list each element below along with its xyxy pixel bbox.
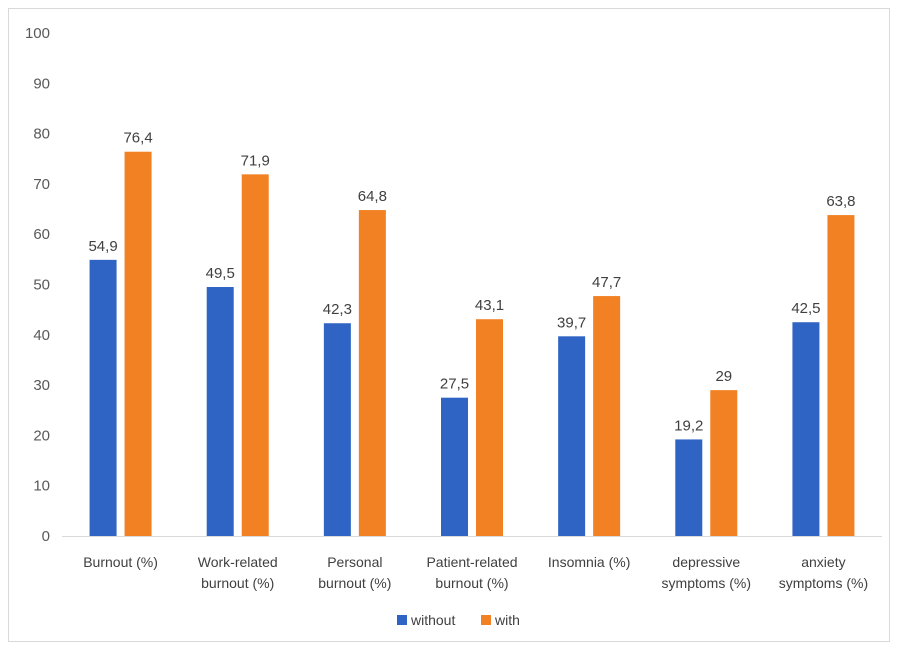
bar-with <box>827 215 855 536</box>
x-tick-label: Patient-related <box>426 554 517 570</box>
x-tick-label: anxiety <box>801 554 845 570</box>
y-axis: 0 10 20 30 40 50 60 70 80 90 100 <box>25 25 882 545</box>
data-label-without: 19,2 <box>674 417 703 434</box>
data-label-with: 29 <box>715 368 732 385</box>
x-tick-label: symptoms (%) <box>779 575 868 591</box>
legend-label-without: without <box>410 612 455 628</box>
x-tick-label: Personal <box>327 554 382 570</box>
y-tick-label: 60 <box>33 226 50 243</box>
x-tick-label: burnout (%) <box>318 575 391 591</box>
x-axis: Burnout (%) Work-related burnout (%) Person… <box>83 554 868 591</box>
bar-without <box>323 323 351 536</box>
bar-without <box>558 336 586 536</box>
y-tick-label: 40 <box>33 327 50 344</box>
data-label-with: 63,8 <box>826 193 855 210</box>
data-label-without: 42,5 <box>791 300 820 317</box>
legend-label-with: with <box>494 612 520 628</box>
data-label-with: 43,1 <box>475 297 504 314</box>
bar-with <box>476 319 503 536</box>
y-tick-label: 80 <box>33 126 50 143</box>
data-label-without: 27,5 <box>440 376 469 393</box>
x-tick-label: burnout (%) <box>201 575 274 591</box>
bar-with <box>358 210 386 536</box>
legend-swatch-with <box>481 615 491 625</box>
chart-frame <box>8 8 890 642</box>
legend-swatch-without <box>397 615 407 625</box>
y-tick-label: 10 <box>33 478 50 495</box>
bars: 54,9 76,4 49,5 71,9 42,3 64,8 27,5 43,1 39,7 47,7… <box>88 130 856 536</box>
bar-without <box>675 439 703 536</box>
data-label-without: 49,5 <box>206 265 235 282</box>
bar-without <box>89 259 117 536</box>
bar-without <box>441 397 468 536</box>
bar-with <box>710 390 738 536</box>
data-label-with: 47,7 <box>592 274 621 291</box>
bar-with <box>124 151 152 536</box>
bar-without <box>206 287 234 536</box>
x-tick-label: Burnout (%) <box>83 554 158 570</box>
data-label-with: 64,8 <box>358 188 387 205</box>
x-tick-label: symptoms (%) <box>662 575 751 591</box>
y-tick-label: 0 <box>42 528 50 545</box>
data-label-with: 71,9 <box>241 152 270 169</box>
data-label-without: 54,9 <box>88 238 117 255</box>
y-tick-label: 90 <box>33 75 50 92</box>
y-tick-label: 70 <box>33 176 50 193</box>
data-label-without: 42,3 <box>323 301 352 318</box>
x-tick-label: Work-related <box>198 554 278 570</box>
bar-without <box>792 322 820 536</box>
y-tick-label: 20 <box>33 427 50 444</box>
data-label-with: 76,4 <box>123 130 152 147</box>
data-label-without: 39,7 <box>557 314 586 331</box>
legend: without with <box>397 612 520 628</box>
x-tick-label: depressive <box>672 554 740 570</box>
x-tick-label: Insomnia (%) <box>548 554 630 570</box>
x-tick-label: burnout (%) <box>435 575 508 591</box>
y-tick-label: 30 <box>33 377 50 394</box>
bar-with <box>593 296 621 536</box>
bar-with <box>241 174 269 536</box>
y-tick-label: 50 <box>33 277 50 294</box>
y-tick-label: 100 <box>25 25 50 42</box>
